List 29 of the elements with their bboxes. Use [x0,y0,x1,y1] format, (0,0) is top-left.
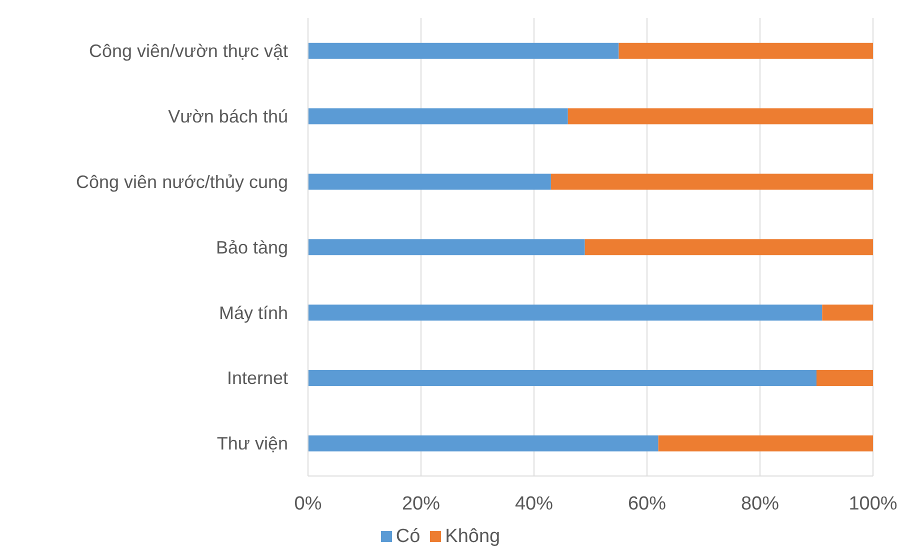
bar [658,435,873,452]
legend-label: Có [396,526,420,547]
y-tick-label: Công viên nước/thủy cung [76,172,288,192]
legend-label: Không [445,526,500,547]
bar [308,239,585,256]
x-tick-label: 100% [848,493,898,514]
y-tick-label: Bảo tàng [216,237,288,258]
bar [308,174,551,190]
y-tick-label: Máy tính [218,302,288,323]
bar [308,108,568,124]
bar [550,174,873,190]
bar [822,304,873,321]
bar [568,108,873,124]
y-tick-label: Vườn bách thú [168,106,288,127]
bar [308,304,822,321]
x-tick-label: 20% [402,493,440,514]
y-tick-label: Internet [226,368,288,388]
x-tick-label: 60% [628,493,666,514]
bar [816,370,873,386]
bar [308,42,619,59]
bar [584,239,873,256]
x-tick-label: 40% [514,493,554,514]
x-tick-label: 80% [740,493,780,514]
bar [308,435,658,452]
bar [618,42,873,59]
x-tick-label: 0% [294,493,322,514]
y-tick-label: Thư viện [216,434,288,454]
y-tick-label: Công viên/vườn thực vật [89,41,288,62]
bar [308,370,816,386]
